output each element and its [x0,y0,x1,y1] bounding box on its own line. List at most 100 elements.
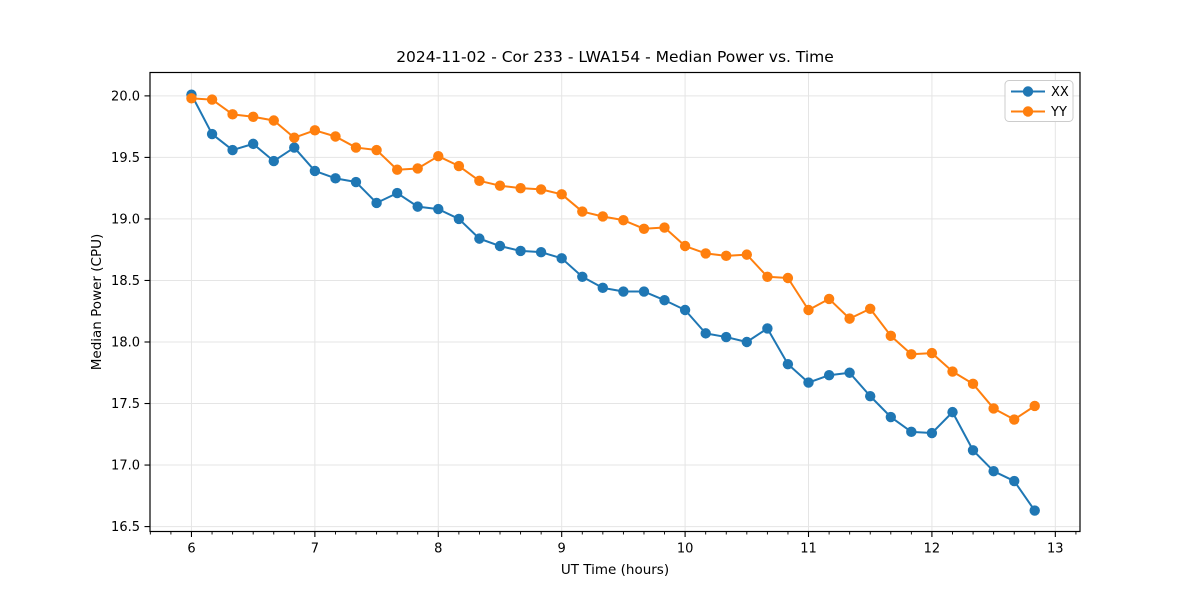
data-point-YY [638,223,650,234]
data-point-XX [494,240,506,252]
data-point-YY [947,366,958,377]
data-point-YY [535,184,547,195]
data-point-YY [844,313,855,324]
y-tick-label: 16.5 [111,520,140,535]
data-point-YY [206,94,218,105]
data-point-XX [844,367,855,378]
data-point-XX [926,427,938,439]
data-point-YY [967,378,979,390]
data-point-YY [247,111,259,123]
data-point-XX [577,271,588,282]
legend-label-XX: XX [1051,85,1069,100]
data-point-YY [885,330,897,342]
data-point-XX [535,246,547,258]
data-point-YY [865,303,876,314]
y-tick-label: 17.5 [111,397,140,412]
data-point-YY [823,293,835,305]
data-point-YY [1009,414,1020,425]
data-point-YY [720,250,732,262]
data-point-YY [186,93,197,104]
data-point-YY [494,180,506,191]
legend-label-YY: YY [1050,105,1067,120]
x-tick-label: 13 [1047,542,1064,557]
x-tick-label: 11 [800,542,817,557]
data-point-YY [577,206,588,217]
data-point-XX [988,466,999,477]
data-point-XX [268,155,279,167]
data-point-YY [803,304,814,316]
data-point-XX [597,282,608,294]
data-point-XX [474,233,485,244]
data-point-XX [206,128,218,140]
x-tick-label: 8 [434,542,442,557]
data-point-XX [247,138,259,150]
legend-marker-YY [1022,106,1034,117]
data-point-YY [515,182,526,194]
x-tick-label: 9 [558,542,566,557]
data-point-YY [330,131,341,142]
data-point-YY [988,403,999,414]
data-point-YY [700,248,711,259]
data-point-XX [638,286,650,297]
data-point-XX [782,358,794,370]
x-axis-label: UT Time (hours) [560,562,670,578]
y-tick-label: 19.0 [111,212,140,227]
y-tick-label: 18.0 [111,335,140,350]
data-point-YY [309,125,321,136]
data-point-YY [618,214,629,226]
data-point-XX [1029,505,1040,516]
data-point-YY [350,142,362,153]
data-point-XX [309,165,321,177]
data-point-YY [762,271,773,282]
legend-marker-XX [1022,86,1034,97]
data-point-XX [453,213,465,225]
data-point-XX [412,201,423,212]
data-point-XX [330,173,341,184]
data-point-YY [268,115,279,126]
x-tick-label: 12 [924,542,941,557]
data-point-YY [926,347,938,359]
data-point-XX [762,323,773,334]
data-point-XX [865,390,876,402]
chart-title: 2024-11-02 - Cor 233 - LWA154 - Median P… [396,48,834,66]
data-point-XX [906,426,917,438]
data-point-XX [618,286,629,297]
data-point-XX [350,176,362,188]
data-point-YY [741,249,752,260]
data-point-XX [1009,475,1020,487]
series-line-YY [190,97,1036,421]
data-point-YY [371,144,382,156]
data-point-YY [474,175,485,186]
data-point-XX [289,142,300,153]
data-point-YY [289,132,300,143]
data-point-YY [659,222,670,233]
data-point-XX [741,336,752,348]
plot-border [149,71,1081,533]
y-tick-label: 19.5 [111,151,140,166]
data-point-YY [1029,400,1040,412]
y-axis-label: Median Power (CPU) [89,233,105,371]
data-point-YY [433,150,444,162]
data-point-YY [556,189,567,200]
data-point-YY [782,272,794,284]
x-tick-label: 6 [187,542,195,557]
data-point-XX [433,203,444,215]
data-point-YY [412,163,423,174]
data-point-XX [720,331,732,343]
data-point-XX [227,144,238,156]
data-point-XX [391,187,403,199]
data-point-YY [906,349,917,360]
data-point-XX [947,406,958,418]
data-point-XX [659,294,670,306]
data-point-XX [371,197,382,209]
data-point-YY [453,160,465,172]
data-point-YY [227,109,238,120]
data-point-XX [803,377,814,388]
data-point-YY [597,211,608,222]
y-tick-label: 17.0 [111,459,140,474]
data-point-XX [967,445,979,456]
data-point-YY [679,240,691,252]
data-point-XX [700,328,711,339]
